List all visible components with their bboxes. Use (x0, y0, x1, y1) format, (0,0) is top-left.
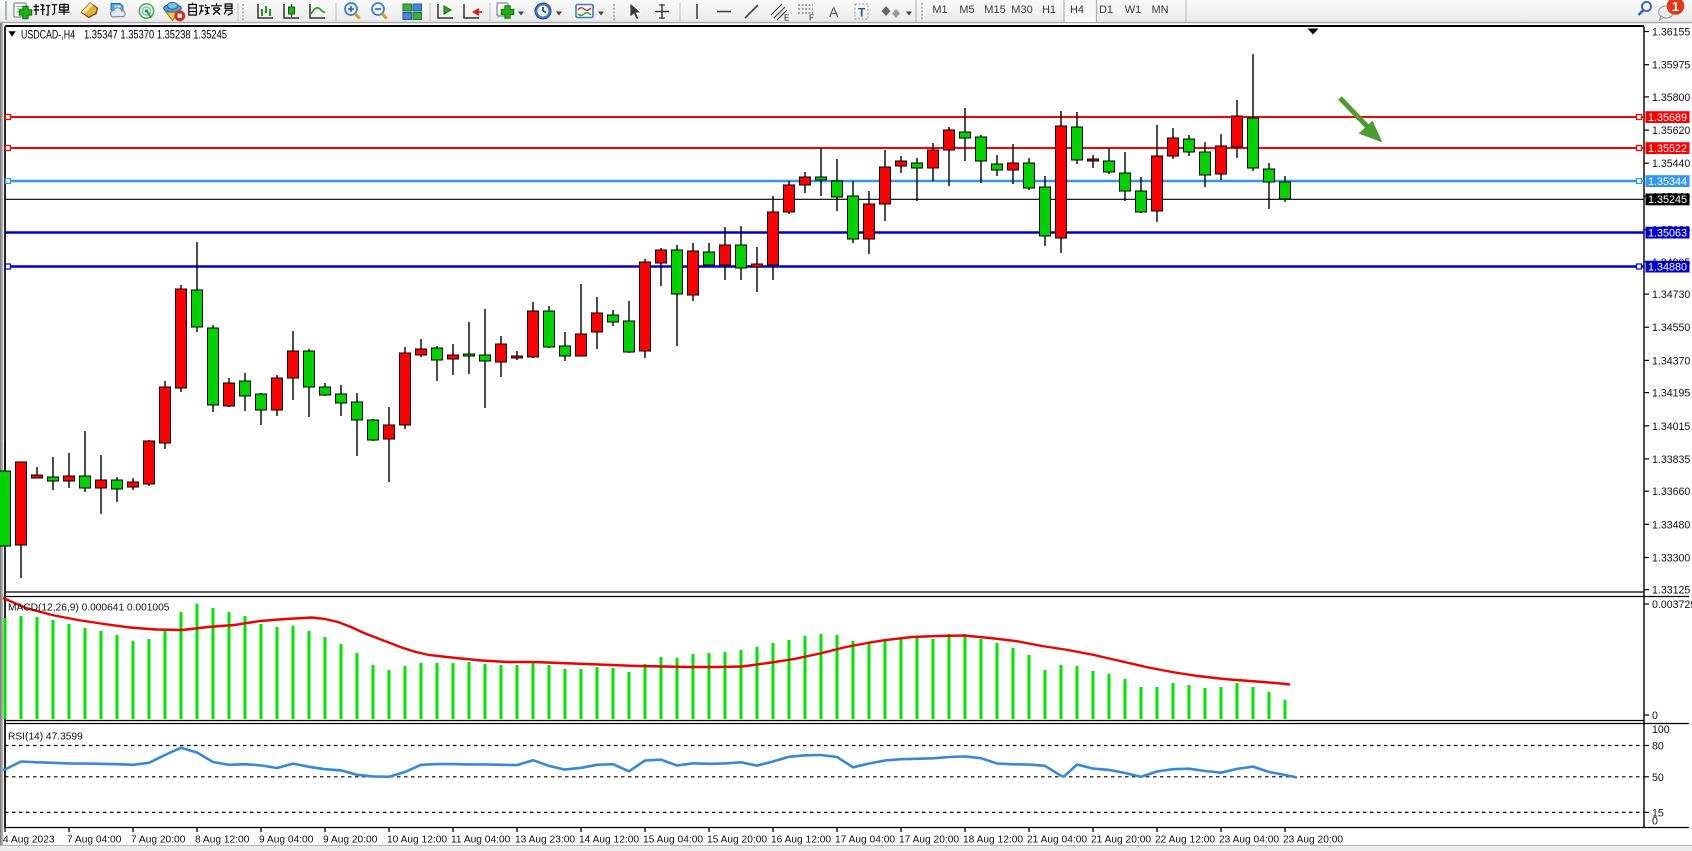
svg-text:9 Aug 20:00: 9 Aug 20:00 (323, 835, 378, 846)
svg-text:A: A (829, 4, 839, 20)
svg-text:16 Aug 12:00: 16 Aug 12:00 (771, 835, 831, 846)
svg-text:1.35620: 1.35620 (1652, 125, 1690, 137)
svg-text:1: 1 (1672, 0, 1679, 14)
svg-text:4 Aug 2023: 4 Aug 2023 (3, 835, 55, 846)
svg-text:15: 15 (1652, 807, 1664, 819)
svg-text:11 Aug 04:00: 11 Aug 04:00 (451, 835, 511, 846)
svg-text:E: E (784, 14, 789, 23)
svg-text:10 Aug 12:00: 10 Aug 12:00 (387, 835, 447, 846)
svg-text:F: F (809, 14, 814, 23)
svg-text:1.35063: 1.35063 (1648, 227, 1687, 239)
svg-text:18 Aug 12:00: 18 Aug 12:00 (963, 835, 1023, 846)
svg-text:21 Aug 04:00: 21 Aug 04:00 (1027, 835, 1087, 846)
svg-text:0.003729: 0.003729 (1652, 599, 1692, 611)
svg-text:1.33660: 1.33660 (1652, 486, 1690, 498)
svg-text:7 Aug 20:00: 7 Aug 20:00 (131, 835, 186, 846)
svg-text:17 Aug 04:00: 17 Aug 04:00 (835, 835, 895, 846)
svg-text:USDCAD-,H4: USDCAD-,H4 (21, 27, 75, 41)
svg-text:1.35347 1.35370 1.35238 1.3524: 1.35347 1.35370 1.35238 1.35245 (84, 27, 227, 41)
svg-text:8 Aug 12:00: 8 Aug 12:00 (195, 835, 250, 846)
svg-text:1.34195: 1.34195 (1652, 388, 1690, 400)
svg-text:T: T (858, 6, 866, 20)
svg-text:100: 100 (1652, 724, 1670, 736)
svg-text:14 Aug 12:00: 14 Aug 12:00 (579, 835, 639, 846)
svg-text:1.35440: 1.35440 (1652, 158, 1690, 170)
svg-text:7 Aug 04:00: 7 Aug 04:00 (67, 835, 122, 846)
svg-text:1.33480: 1.33480 (1652, 519, 1690, 531)
svg-text:1.35689: 1.35689 (1648, 112, 1687, 124)
svg-text:1.35344: 1.35344 (1648, 176, 1687, 188)
svg-text:15 Aug 04:00: 15 Aug 04:00 (643, 835, 703, 846)
svg-text:13 Aug 23:00: 13 Aug 23:00 (515, 835, 575, 846)
svg-text:RSI(14) 47.3599: RSI(14) 47.3599 (8, 732, 83, 743)
svg-text:1.35522: 1.35522 (1648, 143, 1687, 155)
svg-text:1.33125: 1.33125 (1652, 585, 1690, 597)
svg-text:22 Aug 12:00: 22 Aug 12:00 (1155, 835, 1215, 846)
svg-text:1.34730: 1.34730 (1652, 289, 1690, 301)
svg-text:1.35245: 1.35245 (1648, 194, 1687, 206)
svg-text:23 Aug 04:00: 23 Aug 04:00 (1219, 835, 1279, 846)
svg-text:0: 0 (1652, 710, 1658, 722)
svg-text:1.33835: 1.33835 (1652, 454, 1690, 466)
svg-text:15 Aug 20:00: 15 Aug 20:00 (707, 835, 767, 846)
svg-text:23 Aug 20:00: 23 Aug 20:00 (1283, 835, 1343, 846)
svg-text:1.34880: 1.34880 (1648, 261, 1687, 273)
svg-text:80: 80 (1652, 741, 1664, 753)
svg-text:1.34370: 1.34370 (1652, 355, 1690, 367)
svg-text:1.35975: 1.35975 (1652, 60, 1690, 72)
svg-text:1.36155: 1.36155 (1652, 27, 1690, 39)
svg-text:0: 0 (1652, 816, 1658, 828)
svg-text:9 Aug 04:00: 9 Aug 04:00 (259, 835, 314, 846)
svg-text:17 Aug 20:00: 17 Aug 20:00 (899, 835, 959, 846)
svg-text:1.35800: 1.35800 (1652, 92, 1690, 104)
svg-text:MACD(12,26,9) 0.000641 0.00100: MACD(12,26,9) 0.000641 0.001005 (8, 603, 170, 614)
svg-text:1.33300: 1.33300 (1652, 553, 1690, 565)
svg-text:21 Aug 20:00: 21 Aug 20:00 (1091, 835, 1151, 846)
svg-text:1.34550: 1.34550 (1652, 322, 1690, 334)
svg-text:1.34015: 1.34015 (1652, 421, 1690, 433)
svg-text:50: 50 (1652, 772, 1664, 784)
